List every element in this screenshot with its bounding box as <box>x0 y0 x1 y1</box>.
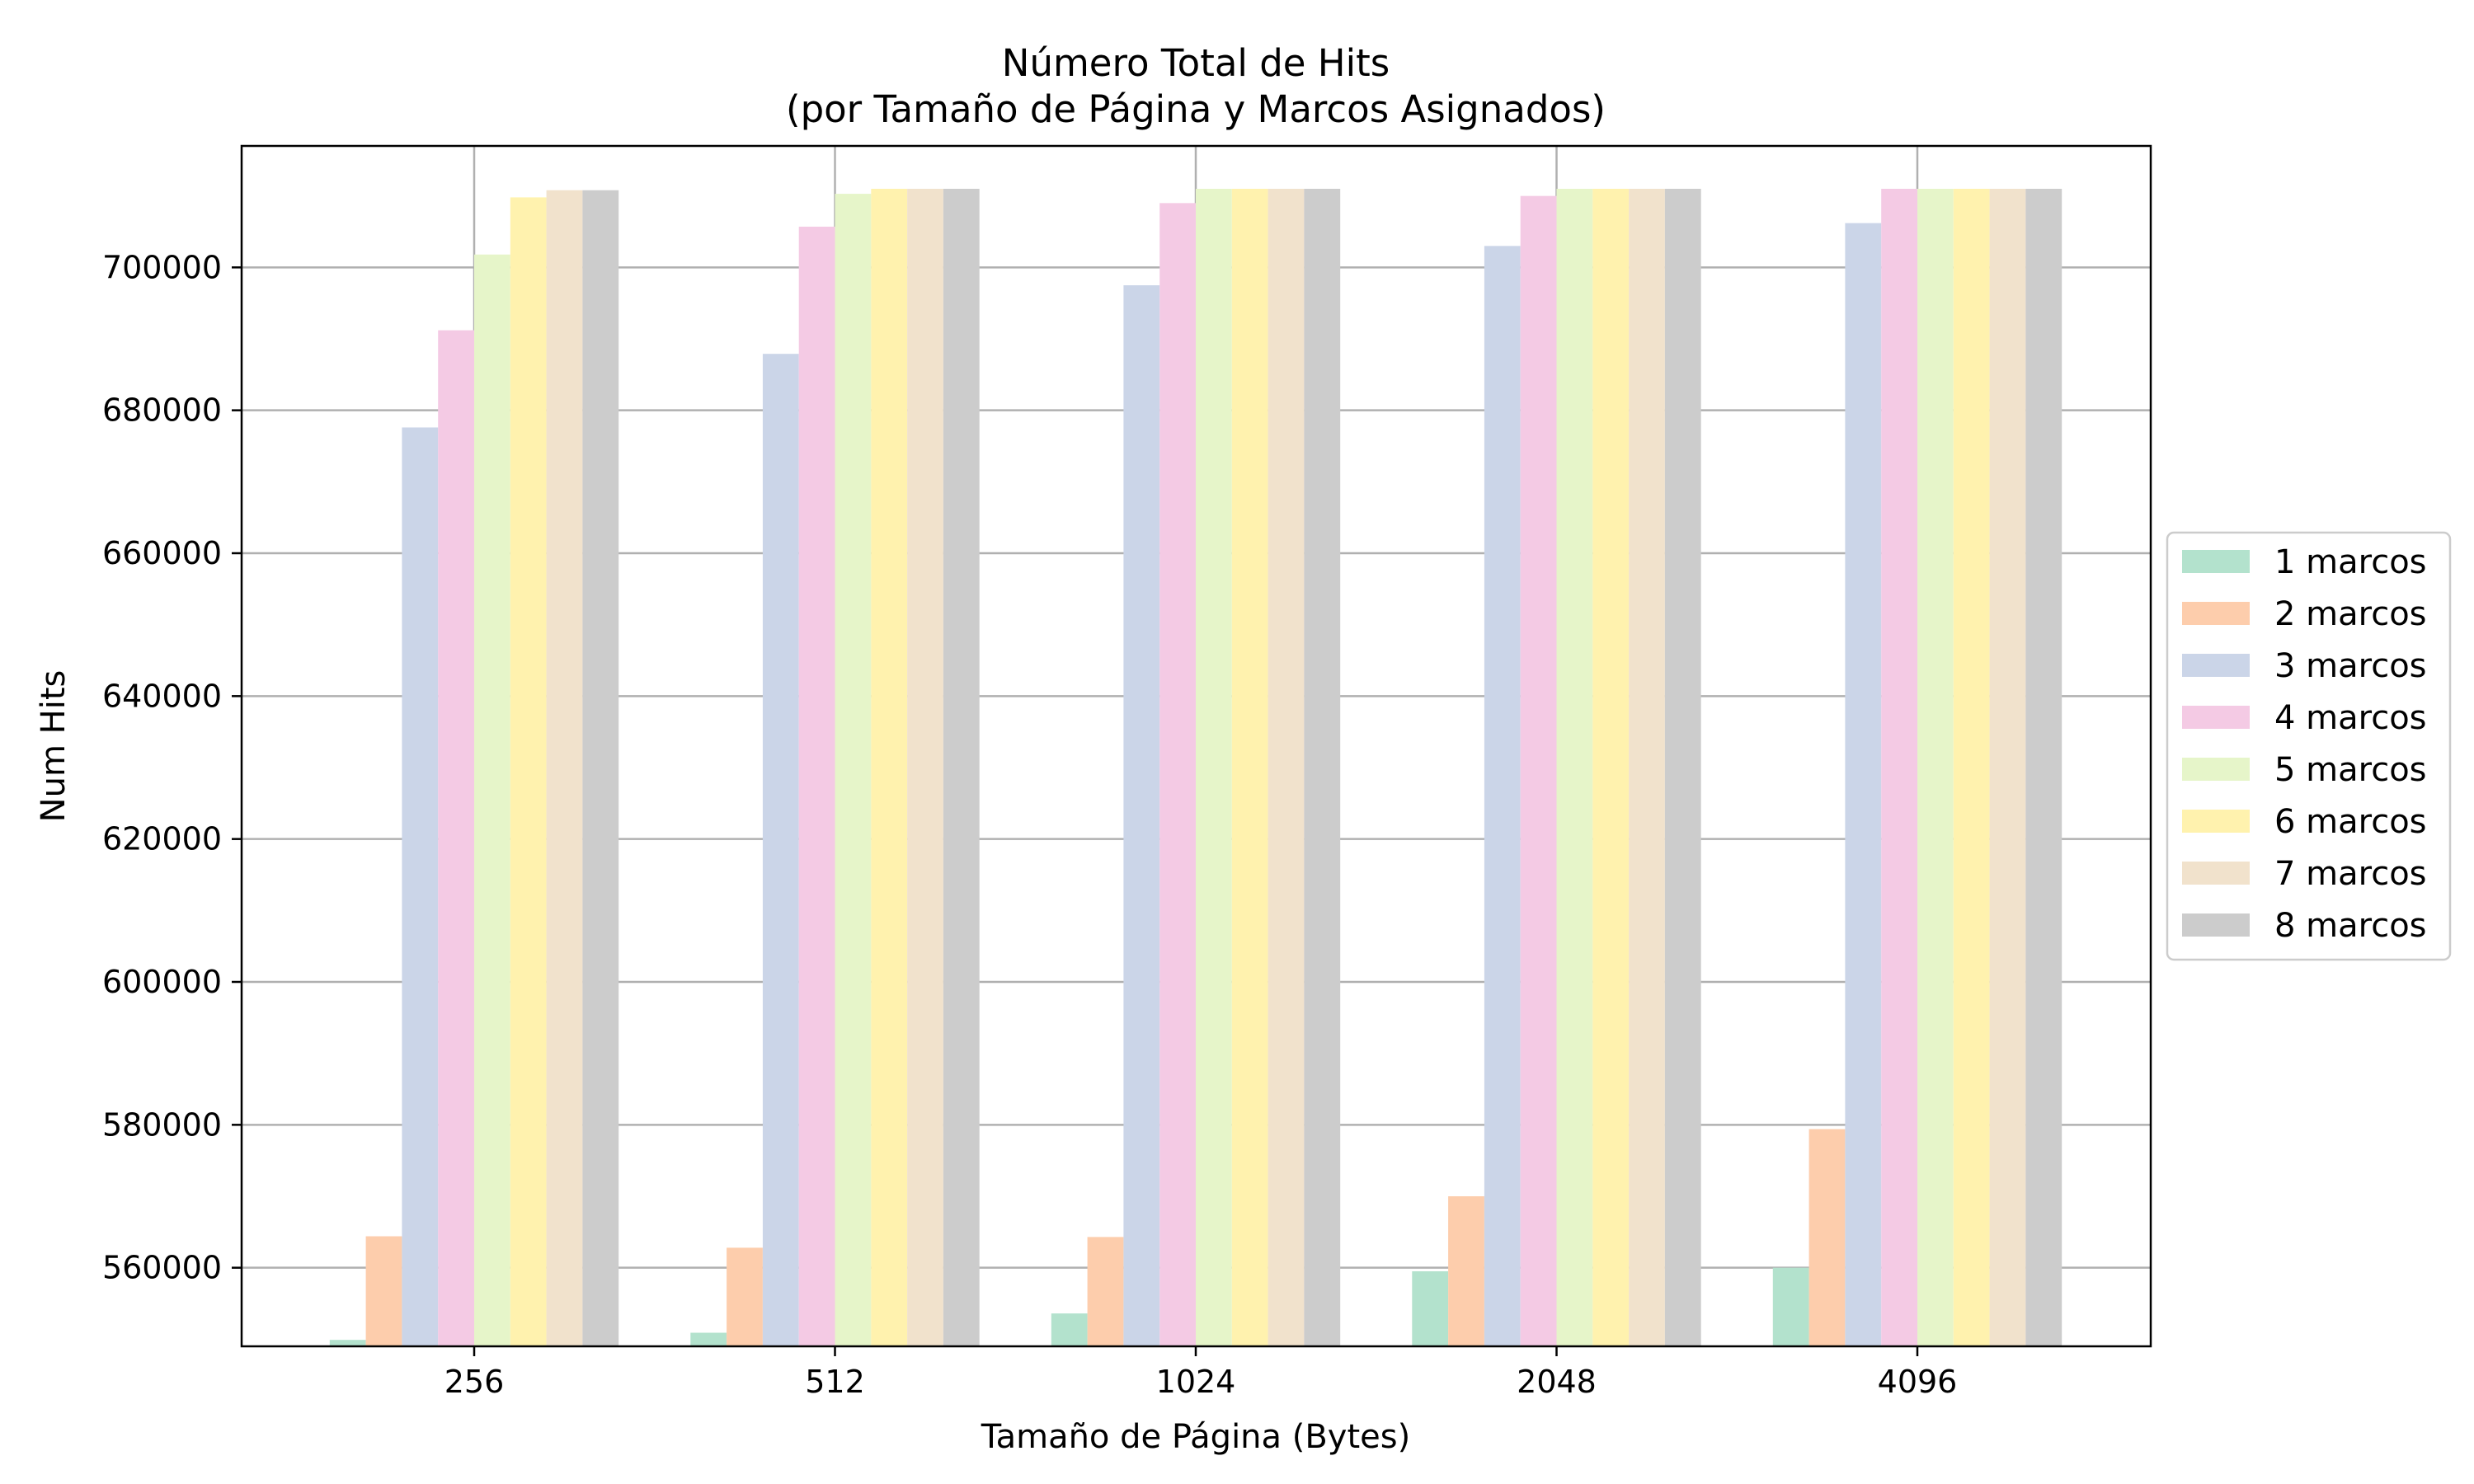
legend-label: 8 marcos <box>2274 907 2427 945</box>
bar <box>690 1332 727 1346</box>
bar <box>365 1236 402 1346</box>
x-tick-label: 2048 <box>1517 1364 1597 1400</box>
legend-label: 1 marcos <box>2274 543 2427 581</box>
bar <box>1556 189 1593 1346</box>
legend-label: 5 marcos <box>2274 751 2427 789</box>
bar <box>1123 285 1160 1346</box>
y-axis-ticks: 560000 580000 600000 620000 640000 660000 6800… <box>102 249 242 1286</box>
bar <box>1448 1196 1484 1346</box>
legend: 1 marcos 2 marcos 3 marcos 4 marcos 5 marcos… <box>2166 531 2452 961</box>
bar <box>1772 1267 1809 1346</box>
bar <box>1268 189 1305 1346</box>
bar <box>1989 189 2026 1346</box>
bar <box>402 427 439 1346</box>
bar <box>2025 189 2062 1346</box>
legend-swatch <box>2182 913 2250 937</box>
bar <box>1953 189 1990 1346</box>
bar <box>1231 189 1268 1346</box>
x-tick-label: 4096 <box>1878 1364 1958 1400</box>
y-tick-label: 580000 <box>102 1106 222 1143</box>
y-tick-label: 680000 <box>102 392 222 429</box>
y-tick-label: 640000 <box>102 678 222 714</box>
legend-label: 3 marcos <box>2274 647 2427 685</box>
bar <box>1881 189 1917 1346</box>
bar <box>1159 203 1196 1347</box>
legend-swatch <box>2182 602 2250 625</box>
legend-label: 2 marcos <box>2274 595 2427 633</box>
bars <box>329 189 2062 1347</box>
legend-swatch <box>2182 810 2250 833</box>
bar <box>1196 189 1232 1346</box>
bar <box>546 190 583 1347</box>
legend-label: 6 marcos <box>2274 803 2427 841</box>
bar <box>1917 189 1954 1346</box>
y-tick-label: 700000 <box>102 249 222 285</box>
bar <box>438 330 474 1347</box>
bar <box>762 354 799 1347</box>
bar <box>1845 223 1882 1347</box>
chart-subtitle: (por Tamaño de Página y Marcos Asignados… <box>786 87 1606 131</box>
x-axis-ticks: 256 512 1024 2048 4096 <box>444 1346 1958 1400</box>
x-axis-label: Tamaño de Página (Bytes) <box>981 1418 1410 1456</box>
legend-swatch <box>2182 654 2250 677</box>
y-tick-label: 660000 <box>102 535 222 571</box>
bar <box>907 189 943 1346</box>
legend-label: 7 marcos <box>2274 855 2427 893</box>
bar <box>582 190 619 1347</box>
bar <box>1520 195 1557 1346</box>
bar <box>329 1340 366 1346</box>
bar <box>798 226 835 1347</box>
y-axis-label: Num Hits <box>35 670 73 823</box>
bar <box>1592 189 1630 1346</box>
legend-label: 4 marcos <box>2274 699 2427 737</box>
bar <box>943 189 980 1346</box>
legend-swatch <box>2182 758 2250 781</box>
bar <box>1412 1271 1449 1346</box>
bar <box>1051 1313 1088 1346</box>
bar <box>1087 1237 1124 1346</box>
bar <box>1484 246 1521 1347</box>
bar <box>510 197 547 1346</box>
bar <box>474 254 510 1347</box>
legend-swatch <box>2182 550 2250 573</box>
bar <box>1304 189 1341 1346</box>
y-tick-label: 620000 <box>102 821 222 857</box>
y-tick-label: 560000 <box>102 1250 222 1286</box>
bar <box>1808 1129 1846 1346</box>
x-tick-label: 512 <box>805 1364 865 1400</box>
legend-swatch <box>2182 706 2250 729</box>
bar <box>835 194 872 1346</box>
legend-frame <box>2166 531 2452 961</box>
x-tick-label: 256 <box>444 1364 505 1400</box>
bar <box>1664 189 1701 1346</box>
chart-title: Número Total de Hits <box>1002 41 1390 85</box>
bar <box>1629 189 1665 1346</box>
bar <box>727 1247 763 1346</box>
y-tick-label: 600000 <box>102 964 222 1000</box>
bar <box>871 189 908 1346</box>
legend-swatch <box>2182 862 2250 885</box>
x-tick-label: 1024 <box>1156 1364 1236 1400</box>
